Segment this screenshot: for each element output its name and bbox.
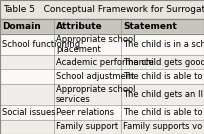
Text: Appropriate school
placement: Appropriate school placement (56, 35, 136, 54)
Text: The child is able to: The child is able to (123, 108, 203, 117)
Text: The child gets an II: The child gets an II (123, 90, 203, 99)
Text: School functioning: School functioning (2, 40, 80, 49)
Bar (0, 34, 204, 55)
Bar (0, 19, 204, 34)
Bar (0, 105, 204, 120)
Bar (0, 84, 204, 105)
Text: Social issues: Social issues (2, 108, 56, 117)
Text: Academic performance: Academic performance (56, 58, 154, 67)
Text: Family supports vo: Family supports vo (123, 122, 203, 131)
Text: Peer relations: Peer relations (56, 108, 114, 117)
Bar (0, 120, 204, 134)
Text: Appropriate school
services: Appropriate school services (56, 85, 136, 104)
Text: Attribute: Attribute (56, 22, 103, 31)
Text: Domain: Domain (2, 22, 41, 31)
Text: The child is in a sch: The child is in a sch (123, 40, 204, 49)
Bar (0, 55, 204, 69)
Bar (0, 0, 204, 19)
Text: The child gets good: The child gets good (123, 58, 204, 67)
Text: The child is able to: The child is able to (123, 72, 203, 81)
Bar (0, 69, 204, 84)
Text: Family support: Family support (56, 122, 118, 131)
Text: Statement: Statement (123, 22, 177, 31)
Text: Table 5   Conceptual Framework for Surrogate Desired Outc: Table 5 Conceptual Framework for Surroga… (3, 5, 204, 14)
Text: School adjustment: School adjustment (56, 72, 134, 81)
